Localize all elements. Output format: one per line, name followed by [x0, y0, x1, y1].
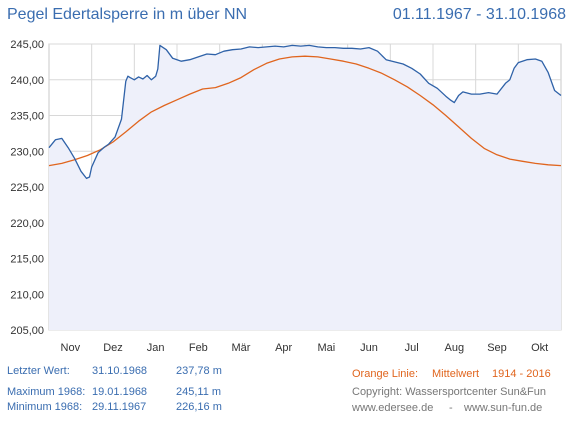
y-tick-label: 215,00	[10, 254, 44, 266]
maximum-level: 245,11 m	[176, 386, 222, 398]
x-tick-label: Okt	[531, 342, 548, 354]
maximum-date: 19.01.1968	[92, 386, 148, 398]
y-tick-label: 225,00	[10, 182, 44, 194]
x-tick-label: Mai	[317, 342, 335, 354]
x-tick-label: Feb	[189, 342, 208, 354]
series-1968-line	[48, 44, 562, 180]
edersee-link[interactable]: www.edersee.de	[352, 402, 434, 414]
series-group	[48, 44, 562, 180]
x-axis: Nov Dez Jan Feb Mär Apr Mai Jun Jul Aug Sep Okt	[61, 342, 549, 354]
level-area-fill	[49, 45, 561, 331]
x-tick-label: Aug	[445, 342, 465, 354]
last-value-label: Letzter Wert:	[7, 365, 70, 377]
y-tick-label: 220,00	[10, 218, 44, 230]
copyright-text: Copyright: Wassersportcenter Sun&Fun	[352, 386, 547, 398]
y-tick-label: 205,00	[10, 325, 44, 337]
period-range: 01.11.1967 - 31.10.1968	[392, 6, 566, 23]
maximum-label: Maximum 1968:	[7, 386, 86, 398]
x-tick-label: Sep	[487, 342, 507, 354]
last-value-level: 237,78 m	[176, 365, 222, 377]
y-tick-label: 230,00	[10, 146, 44, 158]
x-tick-label: Nov	[61, 342, 81, 354]
last-value-date: 31.10.1968	[92, 365, 148, 377]
minimum-label: Minimum 1968:	[7, 401, 83, 413]
x-tick-label: Dez	[103, 342, 123, 354]
x-tick-label: Jan	[147, 342, 165, 354]
y-tick-label: 210,00	[10, 289, 44, 301]
y-tick-label: 240,00	[10, 75, 44, 87]
y-tick-label: 235,00	[10, 111, 44, 123]
series-mean-line	[48, 55, 562, 167]
orange-line-years: 1914 - 2016	[492, 368, 551, 380]
x-tick-label: Jul	[405, 342, 419, 354]
link-separator: -	[449, 402, 453, 414]
minimum-level: 226,16 m	[176, 401, 222, 413]
chart-title: Pegel Edertalsperre in m über NN	[7, 6, 248, 23]
minimum-date: 29.11.1967	[92, 401, 147, 413]
orange-line-label: Orange Linie:	[352, 368, 419, 380]
x-tick-label: Mär	[232, 342, 251, 354]
sun-fun-link[interactable]: www.sun-fun.de	[464, 402, 543, 414]
orange-line-mean: Mittelwert	[432, 368, 480, 380]
x-tick-label: Jun	[360, 342, 378, 354]
y-axis: 205,00 210,00 215,00 220,00 225,00 230,00 235,…	[10, 39, 44, 337]
y-tick-label: 245,00	[10, 39, 44, 51]
x-tick-label: Apr	[275, 342, 292, 354]
